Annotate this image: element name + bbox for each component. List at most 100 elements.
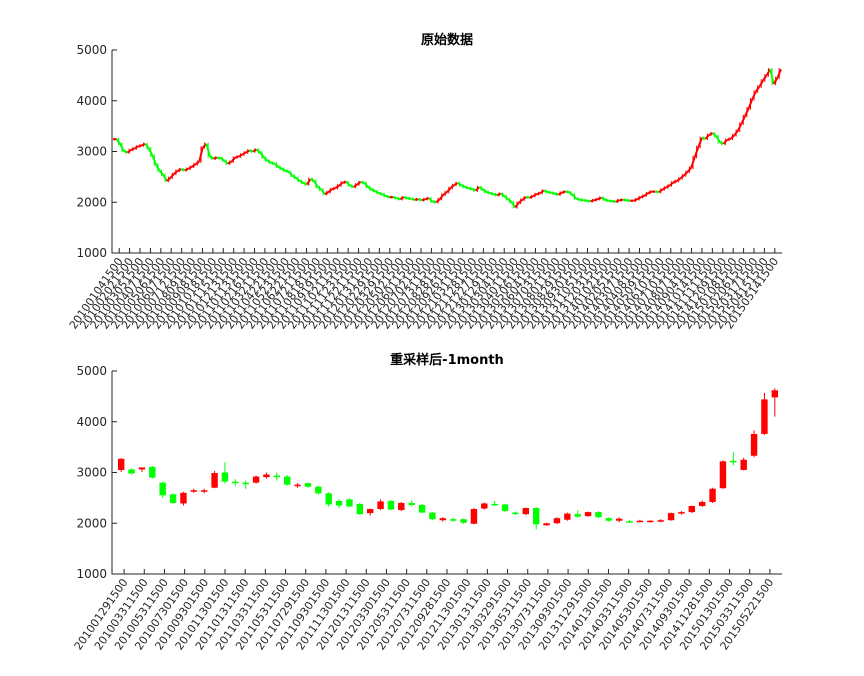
daily-candle-body xyxy=(198,147,204,162)
candle-body xyxy=(532,508,540,525)
daily-candle-body xyxy=(223,159,229,165)
daily-candle-body xyxy=(514,202,520,208)
daily-candle-body xyxy=(712,132,718,138)
daily-candle-body xyxy=(119,143,125,152)
daily-candle-body xyxy=(123,150,128,154)
candle-body xyxy=(564,513,571,520)
candle-body xyxy=(771,390,779,398)
daily-candle-body xyxy=(532,193,538,198)
candle-body xyxy=(595,512,602,518)
candle-body xyxy=(615,518,623,521)
y-tick-label: 4000 xyxy=(76,415,107,429)
daily-candle-body xyxy=(360,180,365,184)
y-tick-label: 1000 xyxy=(76,246,107,260)
daily-candle-body xyxy=(302,182,308,186)
daily-candle-body xyxy=(331,187,336,191)
daily-candle-body xyxy=(141,142,146,147)
daily-candle-body xyxy=(464,186,469,190)
daily-candle-body xyxy=(187,165,193,170)
daily-candle-body xyxy=(468,187,473,191)
daily-candle-body xyxy=(457,182,462,187)
candle-body xyxy=(128,469,135,474)
daily-candle-body xyxy=(453,182,459,186)
daily-candle-body xyxy=(353,183,358,188)
daily-candle-body xyxy=(381,193,387,198)
daily-candle-body xyxy=(356,181,362,186)
daily-candle-body xyxy=(177,168,182,172)
candle-body xyxy=(221,472,229,482)
daily-candle-body xyxy=(277,165,283,170)
candle-body xyxy=(356,503,364,515)
daily-candle-body xyxy=(518,198,524,204)
daily-candle-body xyxy=(719,141,724,145)
daily-candle-body xyxy=(579,198,584,202)
daily-candle-body xyxy=(209,155,215,160)
candle-body xyxy=(232,481,239,484)
daily-candle-body xyxy=(374,190,380,194)
daily-candle-body xyxy=(500,192,506,197)
candle-body xyxy=(387,500,395,510)
daily-candle-body xyxy=(259,151,265,159)
candle-body xyxy=(688,505,696,513)
daily-candle-body xyxy=(722,139,728,145)
daily-candle-body xyxy=(619,198,624,202)
daily-candle-body xyxy=(593,198,599,202)
daily-candle-body xyxy=(234,155,239,159)
daily-candle-body xyxy=(769,69,775,85)
axis-box-raw xyxy=(111,50,782,254)
daily-candle-body xyxy=(733,130,739,136)
candle-body xyxy=(491,503,498,506)
y-axis-raw: 1000 2000 3000 4000 5000 xyxy=(76,43,117,260)
candle-body xyxy=(636,520,644,523)
daily-candle-body xyxy=(213,156,218,160)
daily-candle-body xyxy=(299,180,304,184)
daily-candle-body xyxy=(281,167,286,172)
daily-candle-body xyxy=(633,198,638,202)
daily-candle-body xyxy=(730,134,736,140)
daily-candle-body xyxy=(245,149,250,154)
daily-candle-body xyxy=(148,148,154,157)
daily-candle-body xyxy=(665,184,671,189)
candle-body xyxy=(242,482,249,485)
daily-candle-body xyxy=(324,191,329,196)
daily-candle-body xyxy=(726,137,731,141)
daily-candle-body xyxy=(134,145,139,150)
candle-body xyxy=(512,512,519,515)
candle-body xyxy=(750,433,758,456)
axis-box-resampled xyxy=(111,371,782,575)
candle-body xyxy=(719,461,727,489)
daily-candle-body xyxy=(195,160,200,166)
daily-candle-body xyxy=(672,180,678,184)
daily-candle-body xyxy=(586,199,591,203)
daily-candle-body xyxy=(270,161,275,165)
candle-body xyxy=(149,466,156,478)
candle-body xyxy=(304,483,312,487)
daily-candle-body xyxy=(399,196,405,201)
daily-candle-body xyxy=(503,195,509,200)
candles-resampled xyxy=(117,388,779,530)
candle-body xyxy=(574,514,581,517)
y-tick-label: 3000 xyxy=(76,145,107,159)
daily-candle-body xyxy=(173,170,179,175)
daily-candle-body xyxy=(557,191,563,196)
daily-candle-body xyxy=(683,171,689,177)
daily-candle-body xyxy=(740,115,746,125)
daily-candle-body xyxy=(273,162,279,168)
daily-candle-body xyxy=(543,189,548,194)
daily-candle-body xyxy=(604,198,609,202)
daily-candle-body xyxy=(327,188,333,193)
candle-body xyxy=(315,486,322,494)
y-tick-label: 5000 xyxy=(76,43,107,57)
daily-candle-body xyxy=(697,137,703,148)
daily-candle-body xyxy=(475,186,481,192)
candle-body xyxy=(501,504,509,512)
daily-candle-body xyxy=(115,138,121,145)
daily-candle-body xyxy=(600,196,606,201)
candle-body xyxy=(626,521,633,523)
daily-candle-body xyxy=(435,198,441,204)
x-axis-raw: 2010010415002010020215002010030515002010… xyxy=(67,248,781,332)
daily-candle-body xyxy=(715,135,721,143)
daily-candle-body xyxy=(249,149,254,153)
daily-candle-body xyxy=(669,181,674,187)
